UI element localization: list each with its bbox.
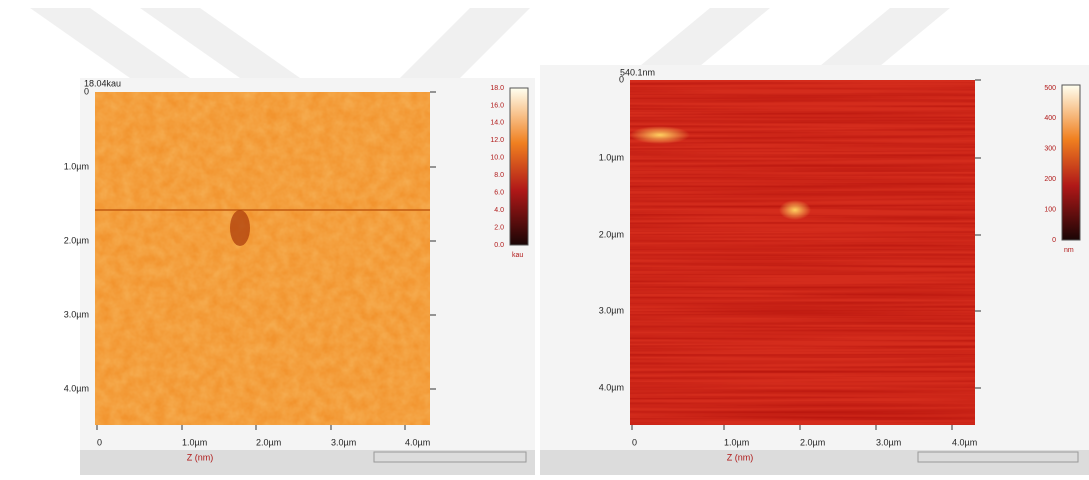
colorbar-unit: nm	[1064, 247, 1074, 254]
image-header: 18.04kau	[84, 78, 121, 88]
x-tick-label: 3.0µm	[331, 437, 356, 447]
scroll-box	[373, 451, 527, 463]
y-tick-label: 1.0µm	[599, 152, 624, 162]
y-tick-label: 3.0µm	[599, 305, 624, 315]
x-tick-label: 0	[97, 437, 102, 447]
y-tick-label: 0	[84, 86, 89, 96]
x-tick-label: 2.0µm	[256, 437, 281, 447]
colorbar-label: 4.0	[494, 207, 504, 214]
afm-texture	[95, 92, 430, 425]
watermark	[30, 8, 950, 78]
bright-spot	[630, 126, 690, 144]
y-tick-label: 0	[619, 74, 624, 84]
colorbar	[1061, 84, 1081, 241]
colorbar-label: 200	[1044, 176, 1056, 183]
bright-spot	[779, 200, 811, 220]
y-tick-label: 4.0µm	[64, 383, 89, 393]
x-axis-label: Z (nm)	[727, 452, 754, 462]
y-tick-label: 1.0µm	[64, 161, 89, 171]
image-header: 540.1nm	[620, 67, 655, 77]
x-tick-label: 3.0µm	[876, 437, 901, 447]
colorbar-label: 300	[1044, 146, 1056, 153]
x-tick-label: 2.0µm	[800, 437, 825, 447]
colorbar-label: 2.0	[494, 224, 504, 231]
y-tick-label: 2.0µm	[64, 235, 89, 245]
x-tick-label: 1.0µm	[724, 437, 749, 447]
colorbar-label: 100	[1044, 206, 1056, 213]
colorbar-label: 14.0	[490, 120, 504, 127]
x-tick-label: 4.0µm	[952, 437, 977, 447]
defect	[230, 210, 250, 246]
colorbar	[509, 87, 529, 246]
colorbar-label: 0	[1052, 237, 1056, 244]
colorbar-label: 0.0	[494, 242, 504, 249]
y-tick-label: 4.0µm	[599, 382, 624, 392]
colorbar-label: 400	[1044, 115, 1056, 122]
x-tick-label: 4.0µm	[405, 437, 430, 447]
colorbar-label: 10.0	[490, 155, 504, 162]
colorbar-label: 16.0	[490, 102, 504, 109]
colorbar-label: 500	[1044, 85, 1056, 92]
x-axis-label: Z (nm)	[187, 452, 214, 462]
y-tick-label: 3.0µm	[64, 309, 89, 319]
colorbar-unit: kau	[512, 252, 523, 259]
scroll-box	[917, 451, 1079, 463]
colorbar-label: 6.0	[494, 190, 504, 197]
colorbar-label: 12.0	[490, 137, 504, 144]
y-tick-label: 2.0µm	[599, 229, 624, 239]
colorbar-label: 18.0	[490, 85, 504, 92]
colorbar-label: 8.0	[494, 172, 504, 179]
x-tick-label: 0	[632, 437, 637, 447]
x-tick-label: 1.0µm	[182, 437, 207, 447]
